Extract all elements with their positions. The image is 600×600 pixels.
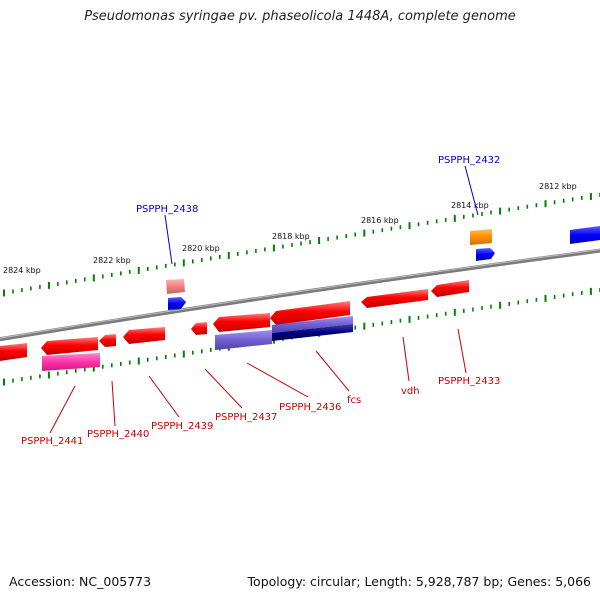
gene-feature-PSPPH_2441[interactable] (0, 343, 27, 361)
topology-label: Topology: (247, 574, 307, 589)
misc-feature-magenta[interactable] (42, 353, 100, 371)
gene-feature-vdh[interactable] (361, 289, 428, 308)
genome-summary: Topology: circular; Length: 5,928,787 bp… (247, 574, 591, 589)
accession-label: Accession: (9, 574, 76, 589)
gene-label[interactable]: fcs (347, 395, 361, 406)
kbp-label: 2816 kbp (361, 216, 399, 225)
length-label: Length: (364, 574, 412, 589)
genes-value: 5,066 (555, 574, 591, 589)
gene-label[interactable]: vdh (401, 386, 420, 397)
gene-feature-blue-right[interactable] (570, 226, 600, 244)
gene-feature-PSPPH_2439[interactable] (123, 327, 165, 344)
leader-line (164, 214, 173, 265)
gene-label[interactable]: PSPPH_2439 (151, 421, 213, 432)
gene-feature-PSPPH_2437[interactable] (191, 322, 207, 335)
misc-feature-orange[interactable] (470, 229, 492, 245)
gene-feature-PSPPH_2438[interactable] (168, 297, 186, 310)
leader-line (111, 380, 116, 427)
forward-leaders (164, 165, 479, 265)
misc-feature-lavender[interactable] (215, 330, 272, 350)
misc-feature-lavender[interactable] (272, 316, 353, 333)
kbp-label: 2820 kbp (182, 244, 220, 253)
gene-feature-fcs[interactable] (270, 301, 350, 325)
accession-value: NC_005773 (79, 574, 152, 589)
tick-ring-outer (3, 193, 600, 297)
gene-label[interactable]: PSPPH_2441 (21, 436, 83, 447)
gene-label[interactable]: PSPPH_2433 (438, 376, 500, 387)
kbp-label: 2818 kbp (272, 232, 310, 241)
genome-backbone (0, 248, 600, 342)
kbp-label: 2814 kbp (451, 201, 489, 210)
topology-value: circular (310, 574, 357, 589)
gene-feature-PSPPH_2440[interactable] (99, 334, 116, 347)
gene-feature-PSPPH_2433[interactable] (431, 280, 469, 297)
map-title: Pseudomonas syringae pv. phaseolicola 14… (84, 9, 516, 24)
leader-line (464, 165, 479, 216)
leader-line (246, 362, 309, 398)
gene-label[interactable]: PSPPH_2440 (87, 429, 149, 440)
misc-feature-pink[interactable] (166, 279, 185, 294)
leader-line (402, 336, 410, 382)
gene-label[interactable]: PSPPH_2436 (279, 402, 341, 413)
genome-backbone-highlight (0, 249, 600, 339)
leader-line (49, 385, 76, 434)
kbp-label: 2824 kbp (3, 266, 41, 275)
accession-info: Accession: NC_005773 (9, 574, 151, 589)
leader-line (148, 375, 180, 418)
genes-label: Genes: (507, 574, 552, 589)
kbp-label: 2812 kbp (539, 182, 577, 191)
length-value: 5,928,787 bp (415, 574, 500, 589)
gene-label[interactable]: PSPPH_2432 (438, 155, 500, 166)
gene-feature-PSPPH_2432[interactable] (476, 248, 495, 261)
gene-feature-PSPPH_2441[interactable] (41, 337, 98, 355)
reverse-leaders (49, 328, 467, 434)
gene-label[interactable]: PSPPH_2437 (215, 412, 277, 423)
misc-feature-navy[interactable] (272, 324, 353, 341)
leader-line (457, 328, 467, 374)
gene-feature-PSPPH_2436[interactable] (213, 313, 270, 332)
leader-line (204, 368, 243, 409)
gene-label[interactable]: PSPPH_2438 (136, 204, 198, 215)
leader-line (315, 350, 350, 392)
kbp-label: 2822 kbp (93, 256, 131, 265)
